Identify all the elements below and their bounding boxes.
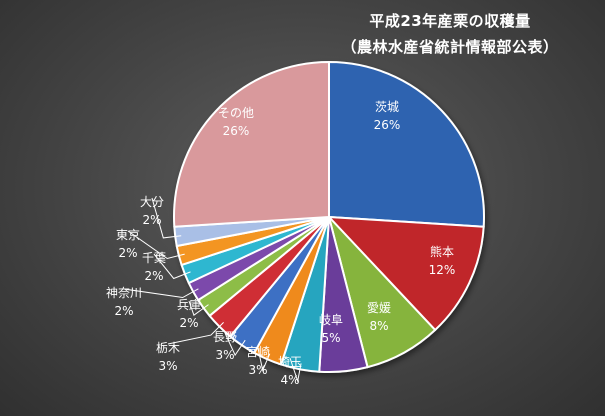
slice-percent-5: 4%: [280, 373, 299, 387]
slice-percent-3: 8%: [369, 319, 388, 333]
slice-percent-1: 26%: [374, 118, 401, 132]
slice-label-12: 東京: [116, 228, 140, 242]
chart-title-line1: 平成23年産栗の収穫量: [369, 12, 531, 30]
slice-percent-13: 2%: [142, 213, 161, 227]
slice-label-11: 千葉: [142, 251, 166, 265]
leader-line-11: [153, 253, 191, 280]
slice-label-14: その他: [218, 106, 254, 120]
slice-label-6: 宮崎: [246, 344, 270, 359]
slice-label-13: 大分: [140, 195, 164, 209]
slice-percent-12: 2%: [118, 246, 137, 260]
slice-percent-8: 3%: [158, 359, 177, 373]
chart-title: 平成23年産栗の収穫量 （農林水産省統計情報部公表）: [300, 8, 600, 60]
slice-percent-6: 3%: [248, 363, 267, 377]
leader-line-12: [127, 230, 185, 260]
slice-percent-10: 2%: [114, 304, 133, 318]
slice-percent-7: 3%: [215, 348, 234, 362]
slice-label-1: 茨城: [375, 100, 399, 114]
slice-percent-14: 26%: [223, 124, 250, 138]
slice-percent-9: 2%: [179, 316, 198, 330]
slice-label-5: 埼玉: [278, 355, 302, 369]
slice-label-7: 長野: [213, 330, 237, 344]
slice-label-8: 栃木: [156, 341, 180, 355]
slice-label-4: 岐阜: [319, 313, 343, 327]
slice-percent-4: 5%: [321, 331, 340, 345]
slice-label-3: 愛媛: [367, 301, 391, 315]
slice-label-9: 兵庫: [177, 298, 201, 312]
pie-slices: [173, 61, 485, 373]
pie-slice-1: [328, 61, 485, 228]
pie-slice-2: [328, 216, 485, 331]
pie-labels: 茨城26%熊本12%愛媛8%岐阜5%埼玉4%宮崎3%長野3%栃木3%兵庫2%神奈…: [106, 100, 455, 387]
leader-line-8: [167, 322, 224, 345]
chart-title-line2: （農林水産省統計情報部公表）: [341, 38, 559, 56]
slice-label-10: 神奈川: [106, 286, 142, 300]
leader-line-7: [224, 332, 246, 357]
leader-line-6: [257, 347, 271, 372]
slice-label-2: 熊本: [430, 244, 454, 259]
leader-line-9: [188, 300, 209, 317]
leader-line-13: [151, 197, 182, 239]
pie-slice-14: [173, 61, 330, 228]
leader-line-5: [289, 357, 302, 383]
slice-percent-2: 12%: [429, 263, 456, 277]
slice-percent-11: 2%: [144, 269, 163, 283]
leader-line-10: [123, 288, 199, 299]
